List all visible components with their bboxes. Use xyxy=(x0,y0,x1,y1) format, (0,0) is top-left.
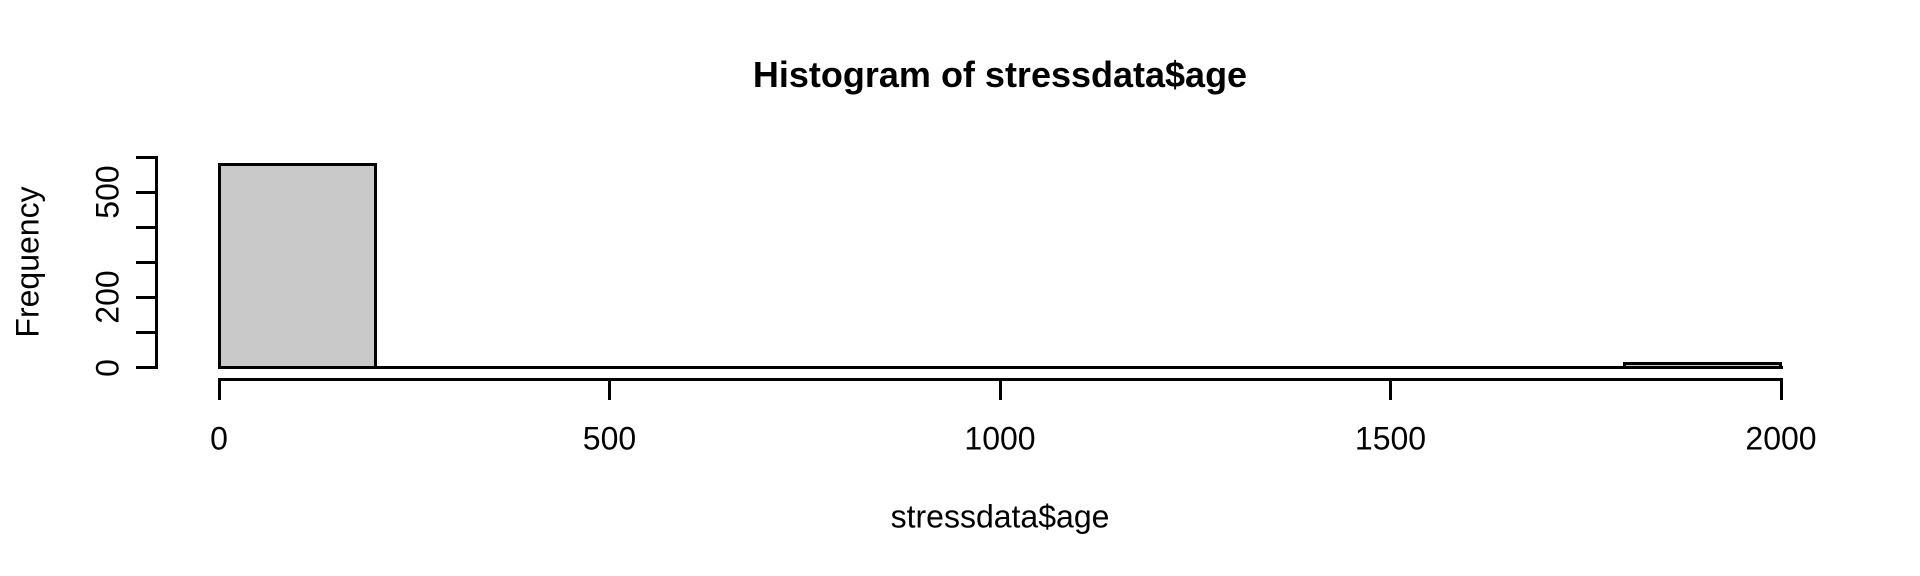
histogram-bar xyxy=(217,162,377,369)
y-tick xyxy=(136,330,155,334)
x-tick-label: 2000 xyxy=(1745,420,1817,457)
chart-title: Histogram of stressdata$age xyxy=(752,54,1248,95)
x-tick-label: 1000 xyxy=(964,420,1036,457)
y-tick xyxy=(136,190,155,194)
y-tick xyxy=(136,260,155,264)
y-tick-label: 500 xyxy=(89,165,126,219)
y-axis-title: Frequency xyxy=(9,186,46,338)
x-tick-label: 1500 xyxy=(1354,420,1427,457)
x-tick xyxy=(1779,380,1783,400)
y-tick-label: 0 xyxy=(89,358,126,377)
y-tick xyxy=(136,225,155,229)
y-tick-label: 200 xyxy=(89,270,126,325)
y-axis-line xyxy=(155,155,158,369)
x-tick xyxy=(998,380,1002,400)
y-tick xyxy=(136,295,155,299)
histogram-bar xyxy=(1623,362,1783,369)
x-axis-line xyxy=(217,377,1783,381)
x-tick xyxy=(608,380,611,400)
x-tick xyxy=(217,380,221,400)
x-axis-title: stressdata$age xyxy=(890,498,1110,535)
y-tick xyxy=(136,366,155,369)
x-tick-label: 0 xyxy=(210,420,228,457)
zero-baseline xyxy=(217,366,1783,369)
y-tick xyxy=(136,155,155,159)
x-tick-label: 500 xyxy=(582,420,637,457)
x-tick xyxy=(1389,380,1392,400)
